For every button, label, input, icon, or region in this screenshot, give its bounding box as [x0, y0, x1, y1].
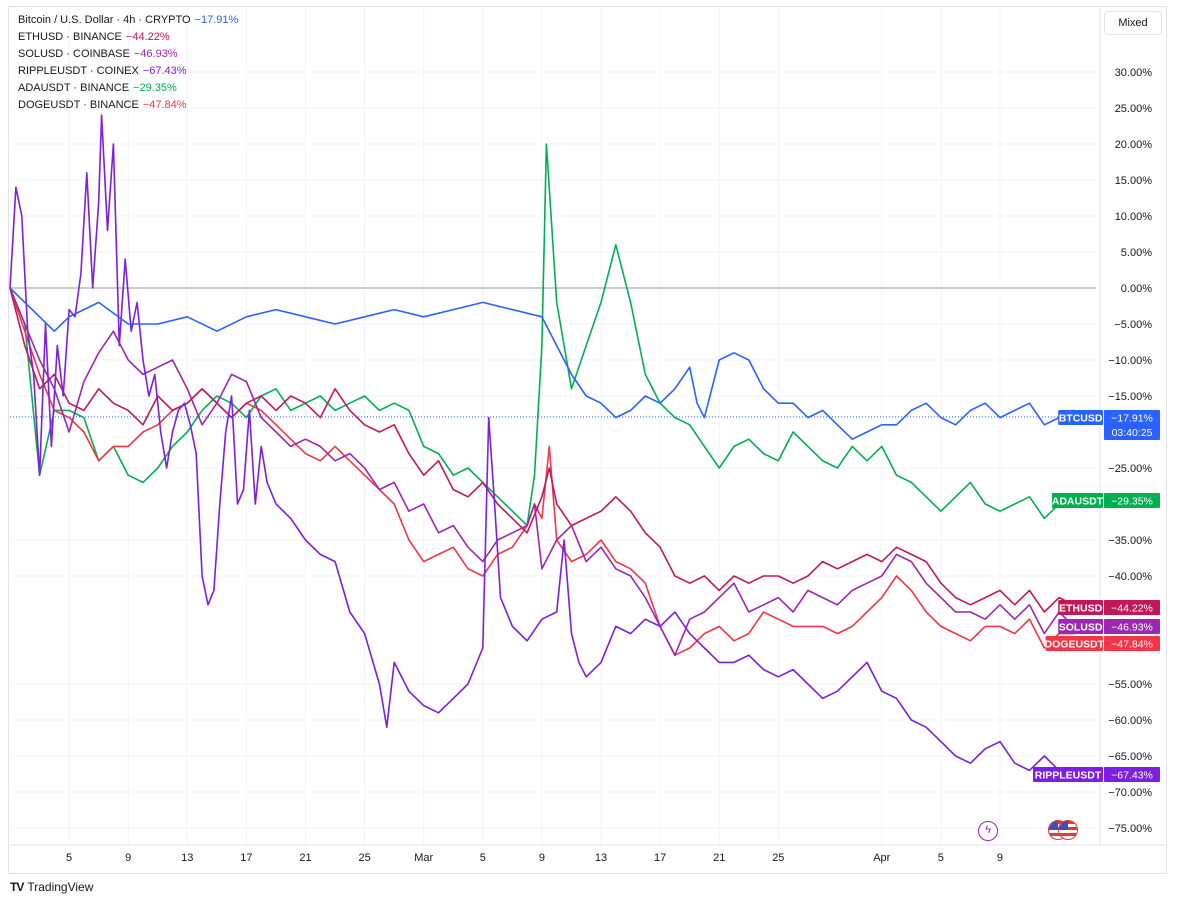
- x-tick-label: 17: [240, 852, 252, 864]
- legend-pct: −67.43%: [142, 65, 187, 77]
- badge-value: −47.84%: [1111, 639, 1153, 651]
- y-tick-label: −60.00%: [1108, 715, 1152, 727]
- price-badge-solusd: SOLUSD −46.93%: [1058, 619, 1160, 634]
- legend-row-sol[interactable]: SOLUSD · COINBASE −46.93%: [18, 46, 238, 63]
- y-tick-label: −55.00%: [1108, 679, 1152, 691]
- badge-value-bg: [1104, 493, 1160, 508]
- series-line-btcusd[interactable]: [9, 287, 1082, 440]
- x-tick-label: 5: [480, 852, 486, 864]
- x-tick-label: 17: [654, 852, 666, 864]
- y-tick-label: 25.00%: [1115, 103, 1153, 115]
- badge-value: −67.43%: [1111, 770, 1153, 782]
- badge-value-bg: [1104, 600, 1160, 615]
- legend-label: ETHUSD · BINANCE: [18, 31, 122, 43]
- x-tick-label: 25: [358, 852, 370, 864]
- legend-label: SOLUSD · COINBASE: [18, 48, 130, 60]
- x-tick-label: 13: [181, 852, 193, 864]
- badge-name: RIPPLEUSDT: [1035, 770, 1102, 782]
- price-badge-btcusd: BTCUSD −17.91% 03:40:25: [1058, 410, 1160, 440]
- legend-row-xrp[interactable]: RIPPLEUSDT · COINEX −67.43%: [18, 63, 238, 80]
- badge-value-bg: [1104, 767, 1160, 782]
- y-tick-label: 30.00%: [1115, 67, 1153, 79]
- x-tick-label: 9: [539, 852, 545, 864]
- x-tick-label: 21: [713, 852, 725, 864]
- series-line-rippleusdt[interactable]: [9, 114, 1082, 775]
- y-tick-label: 0.00%: [1121, 283, 1152, 295]
- legend-label: ADAUSDT · BINANCE: [18, 82, 130, 94]
- y-tick-label: −25.00%: [1108, 463, 1152, 475]
- x-tick-label: Apr: [873, 852, 890, 864]
- legend: Bitcoin / U.S. Dollar · 4h · CRYPTO −17.9…: [18, 12, 238, 114]
- x-tick-label: Mar: [414, 852, 433, 864]
- us-flag-icon[interactable]: [1048, 820, 1078, 842]
- legend-pct: −29.35%: [133, 82, 177, 94]
- legend-row-doge[interactable]: DOGEUSDT · BINANCE −47.84%: [18, 97, 238, 114]
- y-tick-label: −10.00%: [1108, 355, 1152, 367]
- badge-name-bg: [1045, 636, 1103, 651]
- x-tick-label: 13: [595, 852, 607, 864]
- badge-name: ADAUSDT: [1052, 496, 1104, 508]
- badge-name-bg: [1051, 493, 1103, 508]
- price-badge-rippleusdt: RIPPLEUSDT −67.43%: [1033, 767, 1160, 782]
- legend-row-eth[interactable]: ETHUSD · BINANCE −44.22%: [18, 29, 238, 46]
- y-tick-label: −35.00%: [1108, 535, 1152, 547]
- y-tick-label: −70.00%: [1108, 787, 1152, 799]
- y-tick-label: −75.00%: [1108, 823, 1152, 835]
- series-line-ethusd[interactable]: [9, 287, 1082, 613]
- legend-row-btc[interactable]: Bitcoin / U.S. Dollar · 4h · CRYPTO −17.9…: [18, 12, 238, 29]
- price-badge-ethusd: ETHUSD −44.22%: [1058, 600, 1160, 615]
- legend-label: Bitcoin / U.S. Dollar · 4h · CRYPTO: [18, 14, 191, 26]
- legend-pct: −44.22%: [125, 31, 170, 43]
- y-tick-label: −40.00%: [1108, 571, 1152, 583]
- series-line-adausdt[interactable]: [9, 143, 1082, 527]
- badge-value: −44.22%: [1111, 603, 1153, 615]
- y-tick-label: 5.00%: [1121, 247, 1152, 259]
- legend-label: DOGEUSDT · BINANCE: [18, 99, 139, 111]
- price-badge-adausdt: ADAUSDT −29.35%: [1052, 493, 1160, 508]
- footer-brand[interactable]: TV TradingView: [10, 880, 93, 894]
- badge-value-bg: [1104, 619, 1160, 634]
- countdown-timer: 03:40:25: [1112, 427, 1153, 439]
- badge-value-bg: [1104, 410, 1160, 440]
- badge-value: −17.91%: [1111, 413, 1153, 425]
- legend-pct: −17.91%: [194, 14, 239, 26]
- badge-name: ETHUSD: [1059, 603, 1103, 615]
- x-tick-label: 25: [772, 852, 784, 864]
- tradingview-logo-icon: TV: [10, 880, 24, 894]
- y-tick-label: 15.00%: [1115, 175, 1153, 187]
- y-tick-label: −15.00%: [1108, 391, 1152, 403]
- badge-name-bg: [1058, 619, 1103, 634]
- price-badge-dogeusdt: DOGEUSDT −47.84%: [1045, 636, 1160, 651]
- legend-row-ada[interactable]: ADAUSDT · BINANCE −29.35%: [18, 80, 238, 97]
- legend-label: RIPPLEUSDT · COINEX: [18, 65, 139, 77]
- brand-name: TradingView: [27, 880, 94, 894]
- scale-mode-button[interactable]: Mixed: [1104, 11, 1162, 35]
- y-tick-label: 10.00%: [1115, 211, 1153, 223]
- chart-frame: [8, 6, 1167, 874]
- x-tick-label: 5: [938, 852, 944, 864]
- badge-value: −46.93%: [1111, 622, 1153, 634]
- x-tick-label: 21: [299, 852, 311, 864]
- y-tick-label: −5.00%: [1114, 319, 1152, 331]
- y-tick-label: 20.00%: [1115, 139, 1153, 151]
- x-tick-label: 9: [125, 852, 131, 864]
- series-line-dogeusdt[interactable]: [9, 287, 1082, 656]
- x-tick-label: 9: [997, 852, 1003, 864]
- badge-name: DOGEUSDT: [1045, 639, 1105, 651]
- badge-name-bg: [1058, 410, 1103, 425]
- legend-pct: −47.84%: [142, 99, 187, 111]
- badge-value-bg: [1104, 636, 1160, 651]
- badge-name: BTCUSD: [1059, 413, 1103, 425]
- y-tick-label: −65.00%: [1108, 751, 1152, 763]
- lightning-icon[interactable]: ϟ: [978, 821, 998, 841]
- legend-pct: −46.93%: [133, 48, 178, 60]
- badge-name-bg: [1033, 767, 1103, 782]
- badge-name-bg: [1058, 600, 1103, 615]
- badge-value: −29.35%: [1111, 496, 1153, 508]
- series-line-solusd[interactable]: [9, 287, 1082, 656]
- badge-name: SOLUSD: [1059, 622, 1103, 634]
- x-tick-label: 5: [66, 852, 72, 864]
